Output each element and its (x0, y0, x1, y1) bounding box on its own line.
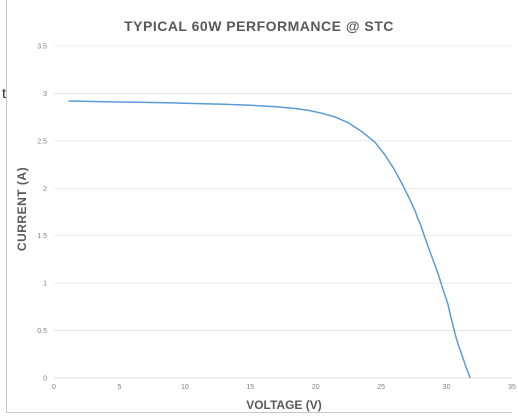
x-tick-label: 0 (52, 384, 56, 391)
chart-title: TYPICAL 60W PERFORMANCE @ STC (124, 18, 394, 34)
chart-frame (6, 0, 512, 413)
y-tick-label: 0.5 (37, 328, 47, 335)
y-tick-label: 3.5 (37, 44, 47, 51)
x-tick-label: 15 (246, 384, 254, 391)
y-tick-label: 1 (43, 281, 47, 288)
x-axis-label: VOLTAGE (V) (246, 398, 322, 412)
x-tick-label: 30 (443, 384, 451, 391)
y-tick-label: 1.5 (37, 233, 47, 240)
cropped-text-fragment: t (2, 85, 6, 101)
x-tick-label: 35 (508, 384, 516, 391)
x-tick-label: 10 (181, 384, 189, 391)
iv-curve-line (68, 100, 471, 379)
x-tick-label: 20 (312, 384, 320, 391)
x-tick-label: 5 (117, 384, 121, 391)
y-tick-label: 2 (43, 186, 47, 193)
y-tick-label: 2.5 (37, 138, 47, 145)
y-tick-label: 3 (43, 91, 47, 98)
y-tick-label: 0 (43, 376, 47, 383)
x-tick-label: 25 (377, 384, 385, 391)
